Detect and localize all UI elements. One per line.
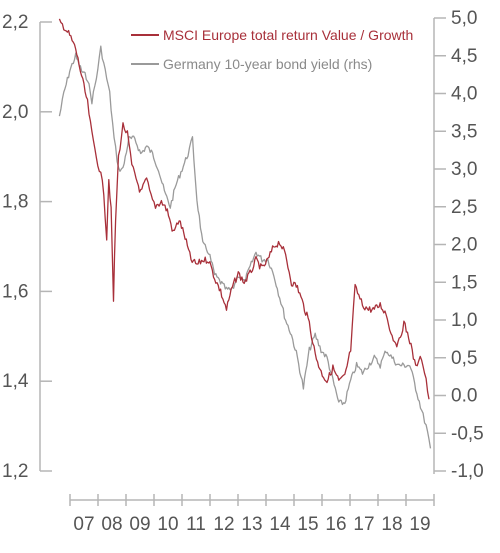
- x-tick-label: 07: [73, 514, 94, 535]
- left-tick-label: 1,2: [2, 461, 28, 482]
- left-tick-label: 2,2: [2, 12, 28, 33]
- left-tick-label: 1,4: [2, 371, 29, 392]
- right-tick-label: 2,0: [451, 235, 477, 256]
- legend-label-value-growth: MSCI Europe total return Value / Growth: [163, 27, 413, 43]
- right-tick-label: 1,5: [451, 272, 477, 293]
- right-tick-label: -0,5: [451, 423, 484, 444]
- series-line-value-growth: [58, 18, 430, 400]
- x-tick-label: 08: [101, 514, 122, 535]
- x-tick-label: 18: [381, 514, 402, 535]
- left-axis-ticks: 1,2 1,4 1,6 1,8 2,0 2,2: [2, 12, 52, 482]
- right-tick-label: 1,0: [451, 310, 477, 331]
- x-tick-label: 10: [157, 514, 178, 535]
- left-tick-label: 1,8: [2, 192, 28, 213]
- right-tick-label: 4,5: [451, 46, 477, 67]
- right-tick-label: 3,5: [451, 121, 477, 142]
- right-tick-label: 0,5: [451, 348, 477, 369]
- x-tick-label: 15: [297, 514, 318, 535]
- x-tick-label: 14: [269, 514, 291, 535]
- x-tick-label: 12: [213, 514, 234, 535]
- left-tick-label: 2,0: [2, 102, 28, 123]
- legend-label-bond-yield: Germany 10-year bond yield (rhs): [163, 56, 372, 72]
- right-tick-label: 5,0: [451, 8, 477, 29]
- x-axis-ticks: 07 08 09 10 11 12 13 14 15 16 17 18 19: [69, 494, 435, 535]
- x-tick-label: 19: [409, 514, 430, 535]
- right-axis-ticks: -1,0 -0,5 0.0 0,5 1,0 1,5 2,0 2,5 3,0 3,5 4,0 4,5 5,…: [434, 8, 484, 482]
- right-tick-label: 0.0: [451, 386, 477, 407]
- series-layer: [58, 18, 432, 449]
- x-tick-label: 11: [186, 514, 206, 535]
- right-tick-label: -1,0: [451, 461, 484, 482]
- series-line-bond-yield: [58, 45, 432, 449]
- right-tick-label: 3,0: [451, 159, 477, 180]
- x-tick-label: 13: [241, 514, 262, 535]
- legend: MSCI Europe total return Value / Growth …: [131, 27, 413, 72]
- x-tick-label: 17: [353, 514, 374, 535]
- right-tick-label: 2,5: [451, 197, 477, 218]
- x-tick-label: 09: [129, 514, 150, 535]
- left-tick-label: 1,6: [2, 281, 28, 302]
- right-tick-label: 4,0: [451, 84, 477, 105]
- x-tick-label: 16: [325, 514, 346, 535]
